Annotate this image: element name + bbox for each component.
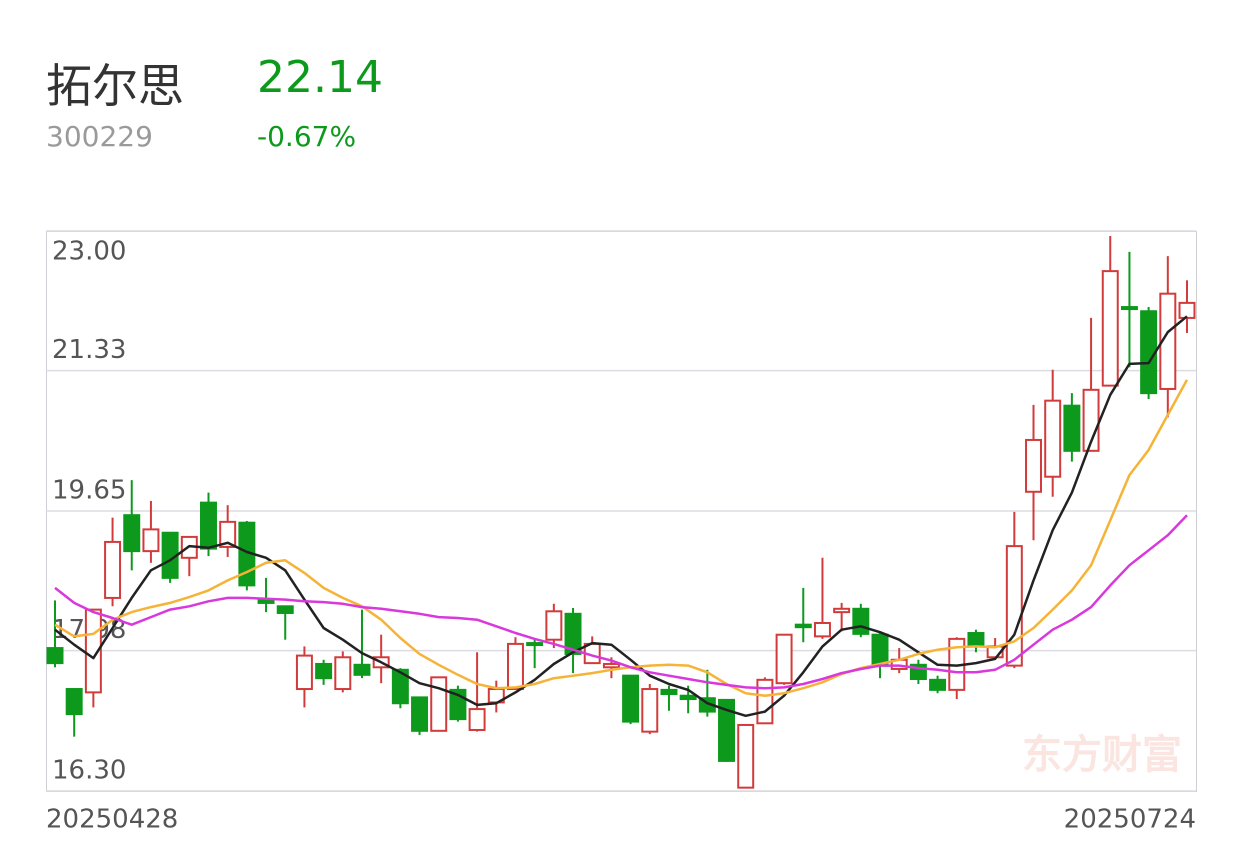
candle-body <box>660 688 678 696</box>
candle-body <box>833 607 851 614</box>
stock-price: 22.14 <box>257 52 383 103</box>
candle-body <box>545 610 563 641</box>
candle-body <box>295 654 313 691</box>
y-tick-label: 16.30 <box>52 756 126 786</box>
candle-body <box>506 642 524 691</box>
candle-body <box>104 540 122 599</box>
candle-body <box>219 520 237 548</box>
y-tick-label: 23.00 <box>52 237 126 267</box>
candle-body <box>200 501 217 550</box>
candle-body <box>852 607 870 635</box>
y-tick-label: 19.65 <box>52 476 126 506</box>
candle-body <box>775 633 793 685</box>
candle-body <box>1120 306 1138 311</box>
candle-body <box>353 663 371 676</box>
candle-body <box>315 662 333 680</box>
candle-body <box>526 642 544 647</box>
watermark: 东方财富 <box>1022 732 1182 778</box>
candle-body <box>756 678 774 725</box>
candle-body <box>276 605 294 614</box>
candle-body <box>794 623 812 629</box>
ma-line <box>54 514 1188 690</box>
candle-body <box>257 599 275 604</box>
candle-body <box>679 694 697 701</box>
candle-body <box>1101 270 1119 387</box>
stock-code: 300229 <box>46 120 153 153</box>
candle-body <box>411 696 429 732</box>
candle-body <box>813 622 831 638</box>
candle-body <box>391 668 409 705</box>
candle-body <box>142 528 160 553</box>
candle-body <box>602 662 620 669</box>
candle-body <box>123 514 141 553</box>
x-tick-label: 20250428 <box>46 805 178 835</box>
candle-body <box>1159 292 1177 390</box>
candle-body <box>641 688 659 733</box>
stock-change: -0.67% <box>257 120 357 153</box>
candle-body <box>622 674 640 723</box>
candle-body <box>564 612 582 655</box>
candle-body <box>1140 310 1158 395</box>
ma-line <box>54 379 1189 697</box>
candle-body <box>1044 399 1062 478</box>
x-tick-label: 20250724 <box>1064 805 1196 835</box>
candle-body <box>1025 438 1042 493</box>
ma-line <box>54 315 1188 718</box>
candle-body <box>718 698 736 762</box>
candle-body <box>929 678 947 691</box>
candle-body <box>871 633 889 667</box>
candle-body <box>1178 301 1196 319</box>
candle-body <box>65 688 83 716</box>
candle-body <box>334 656 352 691</box>
candle-body <box>1005 545 1023 667</box>
candle-body <box>1063 404 1081 452</box>
candle-body <box>737 723 755 789</box>
candle-body <box>430 676 448 732</box>
y-tick-label: 21.33 <box>52 335 126 365</box>
candle-body <box>46 647 64 665</box>
candle-body <box>967 632 985 648</box>
stock-name: 拓尔思 <box>46 59 184 113</box>
candle-body <box>468 708 486 731</box>
